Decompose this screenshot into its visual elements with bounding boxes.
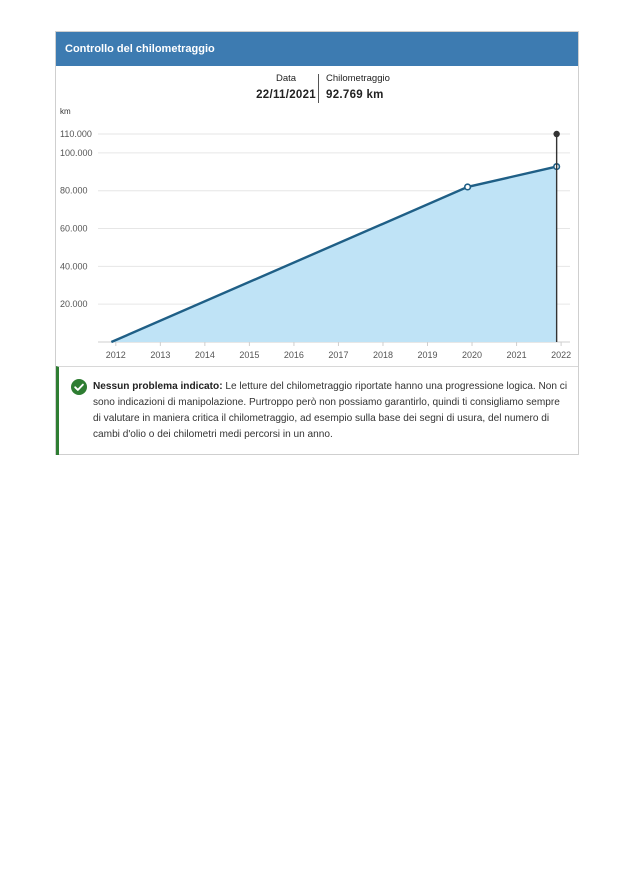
notice-box: Nessun problema indicato: Le letture del… <box>56 366 578 455</box>
readout-divider <box>318 74 319 103</box>
x-tick-label: 2013 <box>150 350 170 360</box>
mileage-readout-value: Chilometraggio 92.769 km <box>326 73 390 101</box>
mileage-area <box>111 166 557 342</box>
check-circle-icon <box>71 379 87 395</box>
x-tick-label: 2019 <box>417 350 437 360</box>
mileage-chart[interactable]: km 20.000 40.000 60.000 80.000 100.000 110.000… <box>56 104 578 366</box>
notice-text: Nessun problema indicato: Le letture del… <box>93 379 569 443</box>
y-tick-label: 40.000 <box>60 261 88 271</box>
panel-title: Controllo del chilometraggio <box>56 32 578 66</box>
date-value: 22/11/2021 <box>256 89 316 101</box>
notice-bold: Nessun problema indicato: <box>93 381 223 392</box>
y-tick-label: 110.000 <box>60 129 92 139</box>
y-tick-label: 80.000 <box>60 186 88 196</box>
x-tick-label: 2022 <box>551 350 571 360</box>
y-axis-unit-label: km <box>60 107 71 116</box>
y-tick-label: 100.000 <box>60 148 93 158</box>
date-label: Data <box>276 73 297 84</box>
date-readout: Data 22/11/2021 <box>256 73 316 101</box>
x-tick-label: 2015 <box>239 350 259 360</box>
y-tick-label: 20.000 <box>60 299 88 309</box>
x-tick-label: 2016 <box>284 350 304 360</box>
data-point <box>463 183 472 191</box>
notice-body: Le letture del chilometraggio riportate … <box>93 381 568 440</box>
x-tick-label: 2018 <box>373 350 393 360</box>
x-tick-label: 2012 <box>106 350 126 360</box>
x-tick-label: 2017 <box>328 350 348 360</box>
mileage-label: Chilometraggio <box>326 73 390 84</box>
mileage-readout: Data 22/11/2021 Chilometraggio 92.769 km <box>56 73 578 105</box>
x-tick-label: 2020 <box>462 350 482 360</box>
mileage-value: 92.769 km <box>326 89 384 101</box>
date-marker-handle <box>553 130 560 138</box>
x-tick-label: 2021 <box>507 350 527 360</box>
y-tick-label: 60.000 <box>60 224 88 234</box>
mileage-check-panel: Controllo del chilometraggio Data 22/11/… <box>55 31 579 455</box>
x-tick-label: 2014 <box>195 350 215 360</box>
